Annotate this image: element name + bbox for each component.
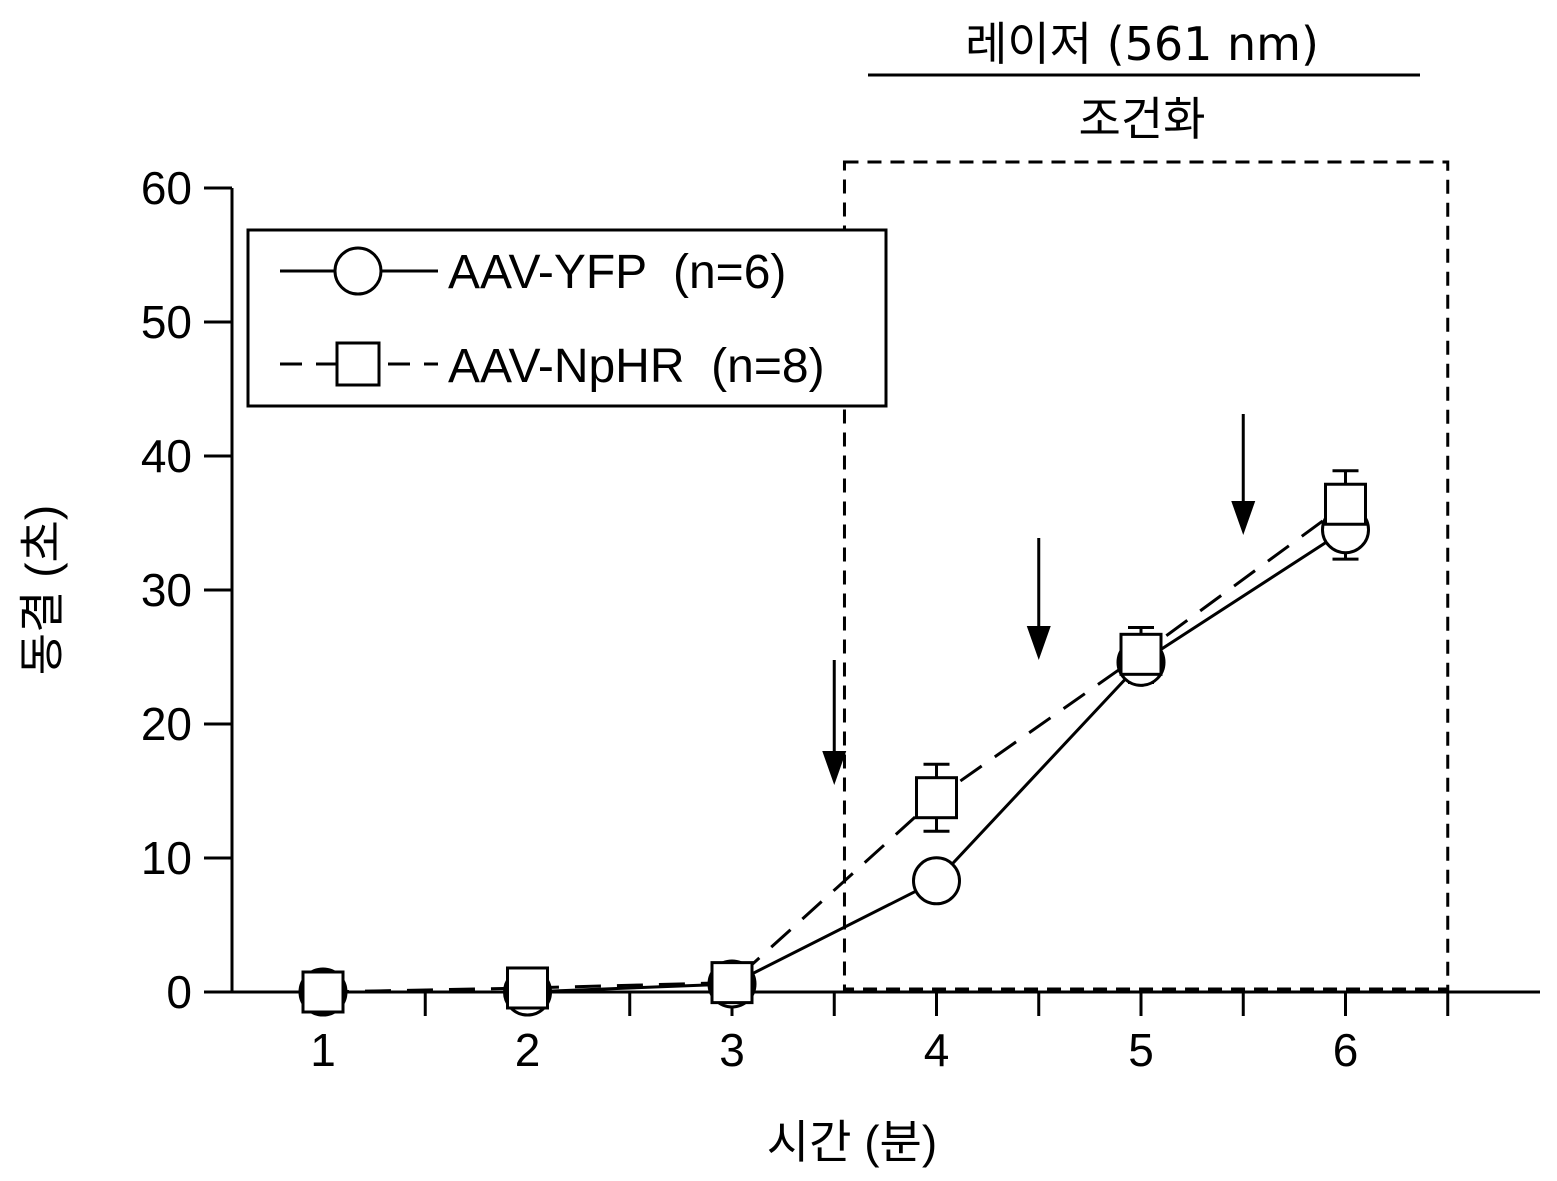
data-point-yfp: [912, 856, 961, 906]
y-tick-label: 40: [141, 430, 192, 482]
data-point-nphr: [506, 966, 549, 1010]
data-point-nphr: [710, 961, 754, 1005]
y-axis-label: 동결 (초): [16, 505, 68, 675]
conditioning-header-text: 조건화: [1079, 92, 1206, 146]
y-tick-label: 20: [141, 698, 192, 750]
data-point-nphr: [1324, 482, 1367, 526]
legend-label-nphr: AAV-NpHR (n=8): [448, 340, 825, 393]
series-lines: [322, 503, 1347, 994]
y-tick-label: 60: [141, 162, 192, 214]
arrow-head: [1026, 626, 1051, 660]
x-tick-label: 1: [310, 1024, 336, 1076]
laser-window-box: [842, 160, 1450, 991]
data-point-nphr: [915, 776, 958, 820]
y-tick-label: 10: [141, 832, 192, 884]
y-tick-label: 30: [141, 564, 192, 616]
stimulus-arrows: [822, 414, 1256, 785]
legend-marker-yfp: [333, 246, 383, 296]
y-tick-label: 0: [166, 966, 192, 1018]
legend-marker-nphr: [335, 341, 381, 387]
y-tick-label: 50: [141, 296, 192, 348]
legend-label-yfp: AAV-YFP (n=6): [448, 246, 786, 299]
arrow-head: [1231, 501, 1256, 535]
data-point-nphr: [1119, 632, 1163, 676]
laser-header-text: 레이저 (561 nm): [965, 17, 1319, 71]
x-tick-label: 2: [515, 1024, 541, 1076]
series-line-yfp: [323, 528, 1347, 994]
data-point-nphr: [301, 970, 345, 1014]
series-line-nphr: [322, 503, 1347, 994]
x-tick-label: 6: [1333, 1024, 1359, 1076]
x-tick-label: 4: [924, 1024, 950, 1076]
series-markers: [298, 482, 1370, 1017]
x-axis-label: 시간 (분): [767, 1116, 937, 1168]
legend: AAV-YFP (n=6) AAV-NpHR (n=8): [246, 228, 888, 408]
ticks: 0 10 20 30 40 50 60 1 2 3 4 5 6: [141, 162, 1450, 1076]
x-tick-label: 3: [719, 1024, 745, 1076]
arrow-head: [822, 751, 847, 785]
x-tick-label: 5: [1128, 1024, 1154, 1076]
